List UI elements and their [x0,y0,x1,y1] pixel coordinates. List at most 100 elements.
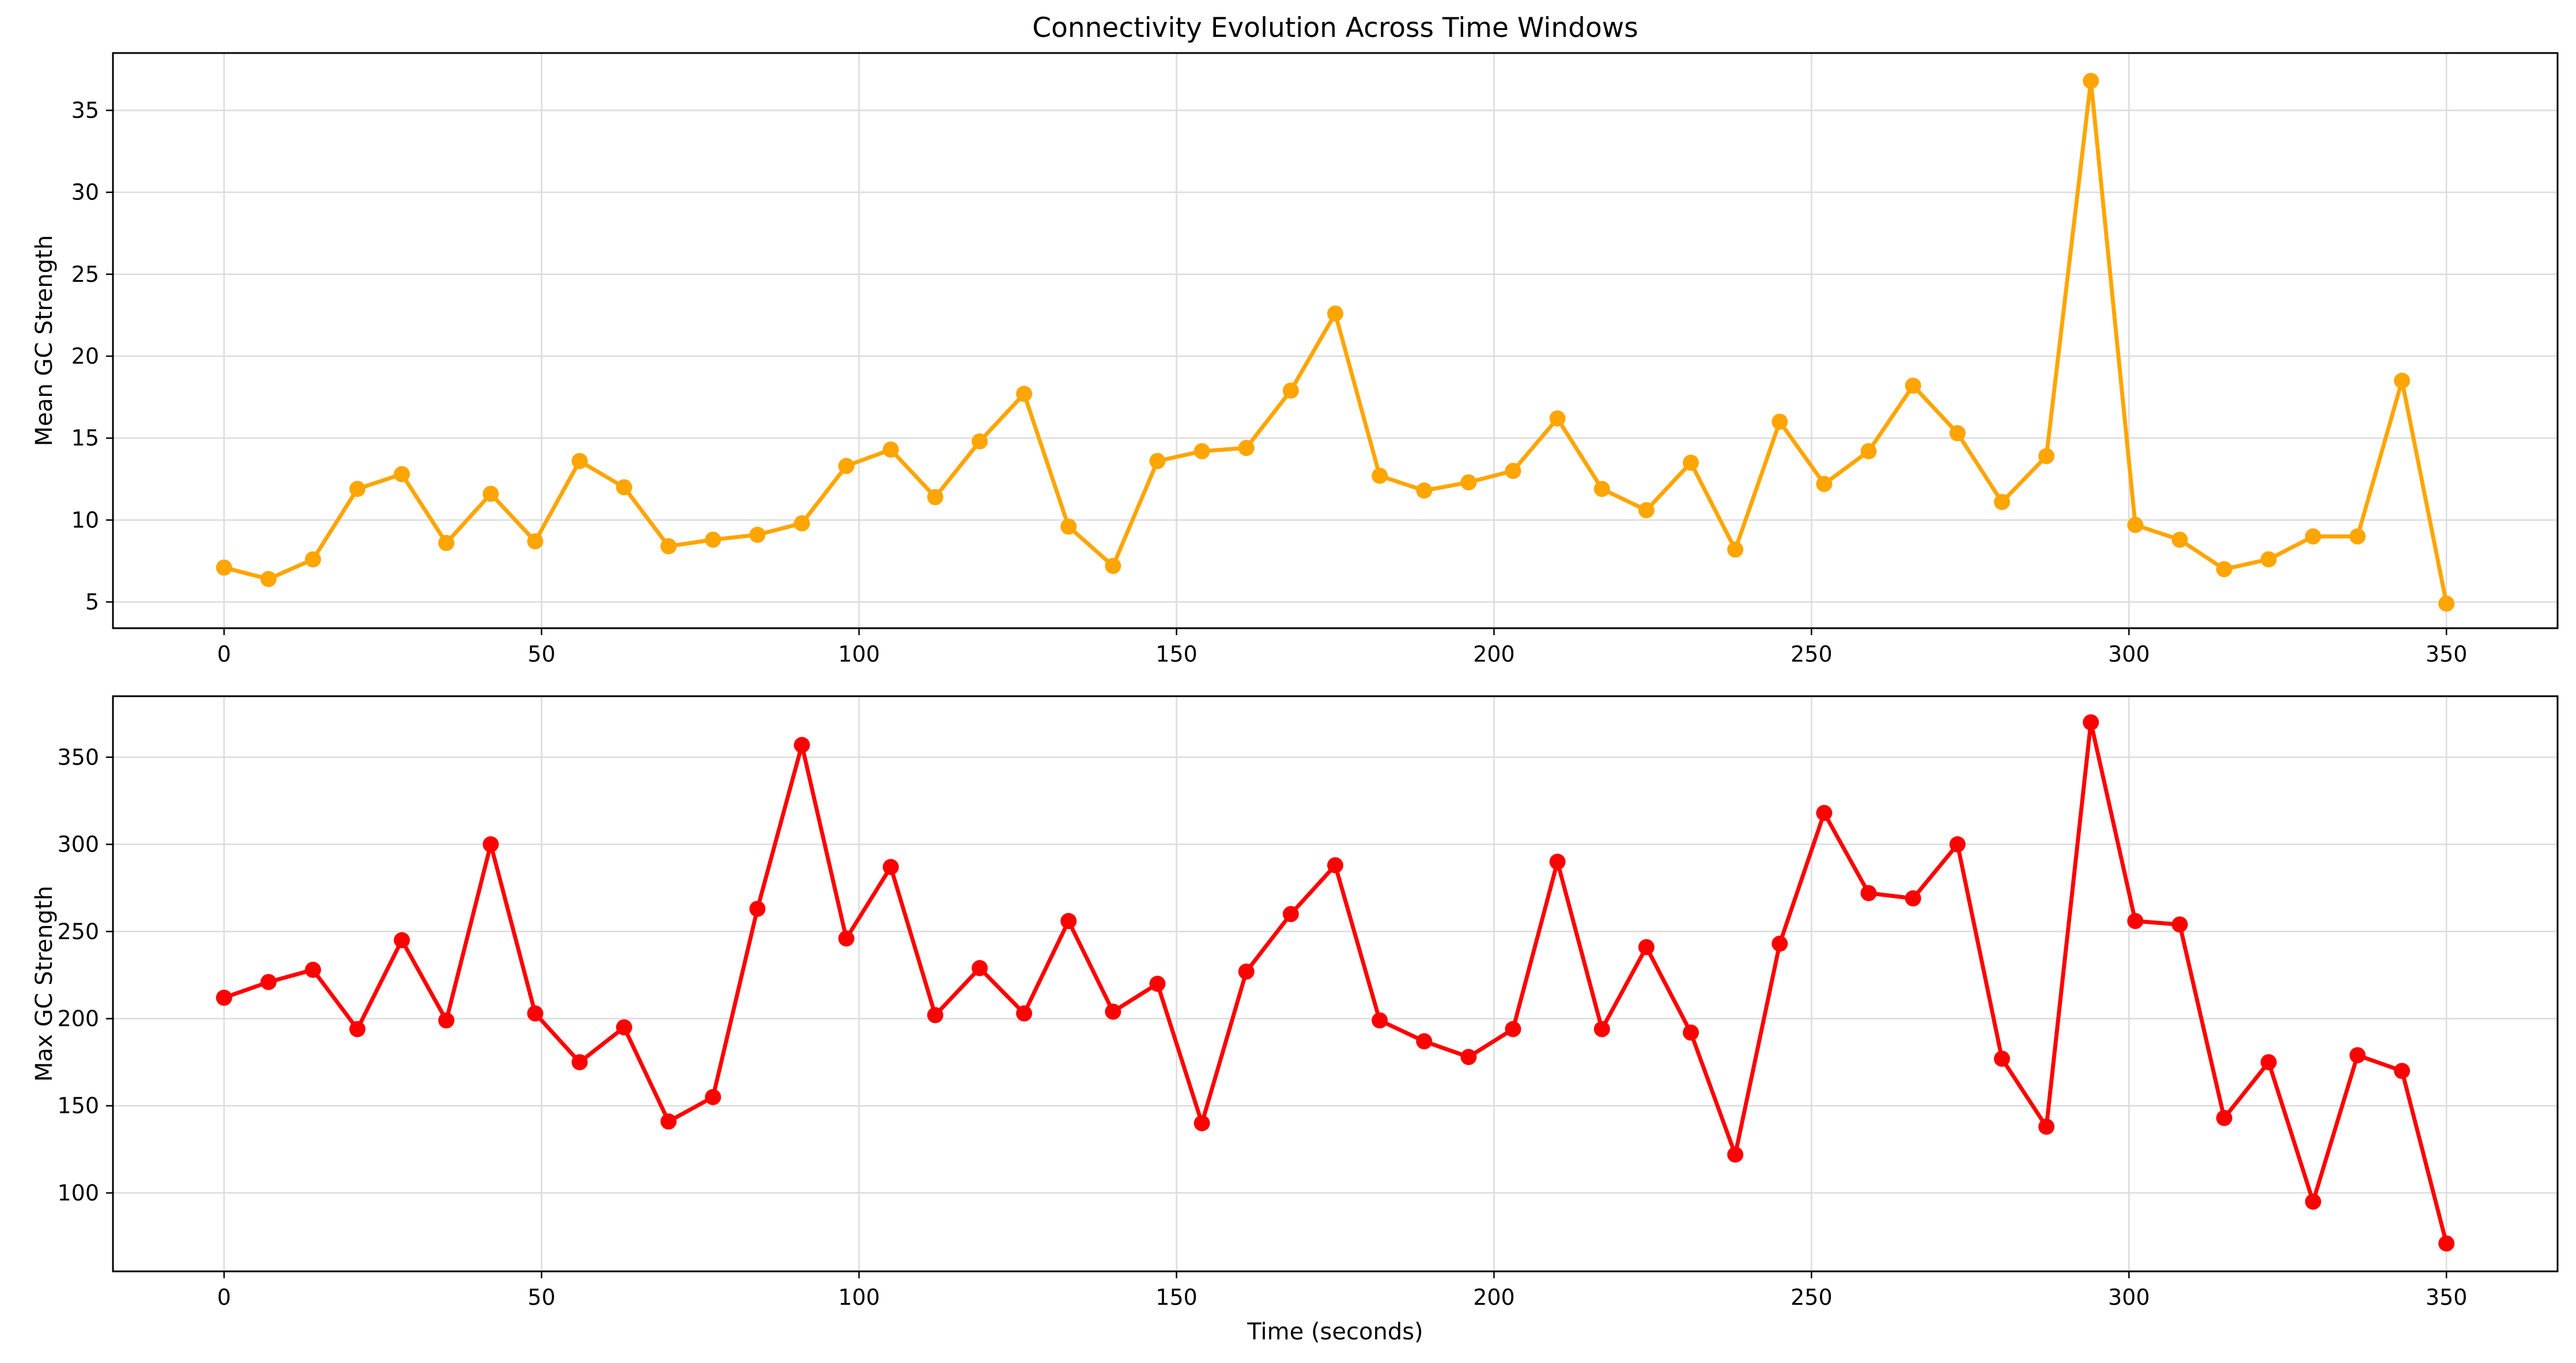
max-gc-data-point [2394,1063,2411,1079]
max-gc-x-tick-label: 300 [2108,1285,2150,1310]
max-gc-data-point [1372,1012,1388,1029]
mean-gc-data-point [1105,557,1121,574]
mean-gc-data-point [1727,541,1744,558]
max-gc-data-point [571,1054,588,1071]
max-gc-data-point [1105,1003,1121,1020]
mean-gc-data-point [1416,482,1433,499]
max-gc-data-point [838,930,855,947]
mean-gc-data-point [1460,474,1477,490]
mean-gc-y-tick-label: 30 [71,180,99,205]
mean-gc-data-point [1149,452,1166,469]
mean-gc-y-tick-label: 25 [71,262,99,287]
mean-gc-data-point [1905,377,1921,394]
mean-gc-data-point [971,433,988,450]
max-gc-data-point [794,737,810,753]
mean-gc-data-point [2083,73,2099,89]
mean-gc-data-point [660,538,677,554]
mean-gc-data-point [882,441,899,458]
mean-gc-x-tick-label: 250 [1791,641,1833,667]
mean-gc-x-tick-label: 350 [2426,641,2468,667]
max-gc-y-tick-label: 150 [57,1093,99,1119]
mean-gc-data-point [1238,440,1255,456]
mean-gc-data-point [2394,372,2411,389]
mean-gc-data-point [1949,425,1966,441]
mean-gc-data-point [260,571,277,587]
mean-gc-data-point [1860,443,1877,459]
max-gc-data-point [216,990,232,1006]
mean-gc-y-tick-label: 15 [71,425,99,451]
max-gc-data-point [1949,836,1966,853]
max-gc-data-point [971,960,988,976]
mean-gc-y-tick-label: 35 [71,98,99,123]
max-gc-data-point [1149,976,1166,992]
max-gc-x-tick-label: 50 [528,1285,556,1310]
max-gc-data-point [882,859,899,875]
mean-gc-data-point [749,526,766,543]
max-gc-data-point [2305,1194,2321,1210]
mean-gc-data-point [1016,386,1033,402]
max-gc-x-tick-label: 250 [1791,1285,1833,1310]
max-gc-data-point [1505,1021,1521,1037]
max-gc-x-tick-label: 100 [838,1285,880,1310]
mean-gc-data-point [2171,531,2188,548]
mean-gc-data-point [1282,382,1299,399]
max-gc-data-point [482,836,499,853]
chart-title: Connectivity Evolution Across Time Windo… [1032,12,1638,44]
max-gc-x-axis-label: Time (seconds) [1247,1319,1423,1345]
max-gc-data-point [1549,854,1566,870]
max-gc-x-tick-label: 200 [1473,1285,1515,1310]
max-gc-y-tick-label: 350 [57,745,99,770]
mean-gc-data-point [2216,561,2233,577]
mean-gc-data-point [2438,595,2455,612]
mean-gc-data-point [527,533,543,550]
mean-gc-data-point [1772,413,1788,430]
max-gc-data-point [660,1113,677,1130]
max-gc-data-point [1060,913,1077,930]
max-gc-data-point [349,1021,366,1037]
mean-gc-data-point [394,466,410,482]
max-gc-data-point [2216,1109,2233,1126]
mean-gc-data-point [1683,454,1699,471]
mean-gc-axes-frame [112,52,2559,629]
mean-gc-data-point [349,481,366,497]
mean-gc-data-point [1816,475,1833,492]
max-gc-data-point [2038,1118,2055,1135]
mean-gc-y-tick-label: 20 [71,343,99,369]
mean-gc-x-tick-label: 300 [2108,641,2150,667]
mean-gc-data-point [216,559,232,576]
max-gc-data-point [1327,857,1343,874]
max-gc-data-point [1816,805,1833,821]
mean-gc-data-point [2349,528,2366,545]
max-gc-data-point [1772,935,1788,952]
mean-gc-data-point [794,515,810,532]
max-gc-x-tick-label: 350 [2426,1285,2468,1310]
max-gc-data-point [1860,885,1877,901]
max-gc-data-point [260,973,277,990]
max-gc-data-point [1282,906,1299,923]
mean-gc-data-point [1372,467,1388,484]
max-gc-y-tick-label: 300 [57,832,99,857]
mean-gc-data-point [1638,502,1655,519]
mean-gc-data-point [838,458,855,474]
mean-gc-data-point [1327,305,1343,322]
mean-gc-x-tick-label: 50 [528,641,556,667]
max-gc-x-tick-label: 0 [217,1285,231,1310]
mean-gc-x-tick-label: 0 [217,641,231,667]
max-gc-data-point [1238,963,1255,980]
mean-gc-data-point [1193,443,1210,459]
max-gc-y-tick-label: 100 [57,1180,99,1206]
mean-gc-data-point [2260,551,2277,568]
max-gc-data-point [394,932,410,949]
mean-gc-gridlines [113,53,2558,628]
max-gc-data-point [1593,1021,1610,1037]
max-gc-data-point [438,1012,455,1029]
mean-gc-data-point [1993,494,2010,511]
max-gc-data-point [1016,1005,1033,1022]
mean-gc-data-point [2305,528,2321,545]
max-gc-data-point [2438,1235,2455,1252]
max-gc-axes-frame [112,695,2559,1273]
max-gc-x-tick-label: 150 [1155,1285,1198,1310]
mean-gc-data-point [1505,463,1521,479]
